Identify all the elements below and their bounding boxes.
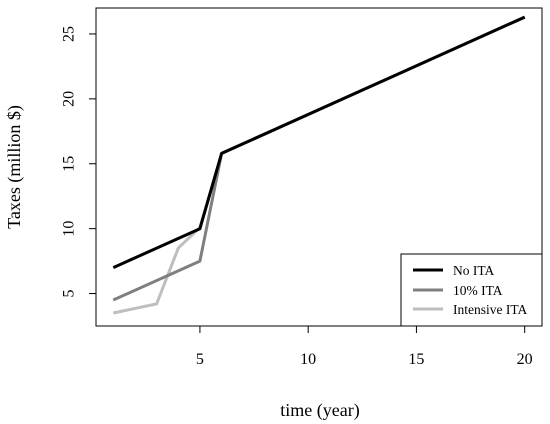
y-axis-title: Taxes (million $)	[4, 105, 25, 229]
x-axis: 5 10 15 20	[196, 326, 533, 368]
y-tick-label-5: 5	[61, 290, 78, 298]
y-tick-label-20: 20	[61, 91, 78, 107]
x-tick-label-5: 5	[196, 351, 204, 368]
series-layer	[112, 15, 526, 315]
x-tick-label-15: 15	[408, 351, 424, 368]
series-line-no-ita	[112, 15, 526, 269]
x-tick-label-10: 10	[300, 351, 316, 368]
plot-frame	[95, 7, 543, 327]
y-axis: 5 10 15 20 25	[61, 26, 96, 298]
x-axis-title: time (year)	[280, 400, 359, 421]
legend-label-no-ita: No ITA	[453, 263, 495, 278]
legend-label-10-ita: 10% ITA	[453, 283, 503, 298]
legend: No ITA 10% ITA Intensive ITA	[400, 253, 543, 327]
x-tick-label-20: 20	[517, 351, 533, 368]
y-tick-label-15: 15	[61, 156, 78, 172]
legend-label-intensive-ita: Intensive ITA	[453, 302, 528, 317]
y-tick-label-25: 25	[61, 26, 78, 42]
y-tick-label-10: 10	[61, 221, 78, 237]
